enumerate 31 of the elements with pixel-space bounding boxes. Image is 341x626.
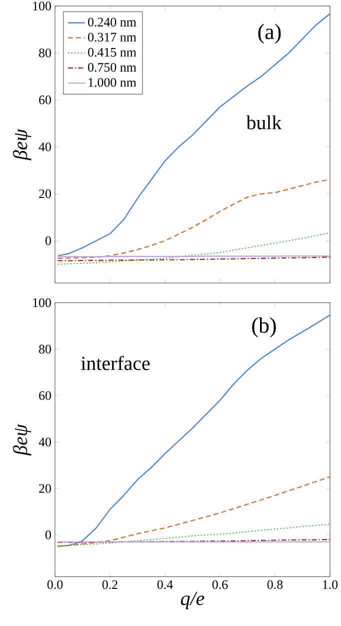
- x-tick-label: 0.2: [102, 580, 118, 590]
- y-axis-title: βeψ: [12, 424, 32, 456]
- y-tick-label: 20: [39, 189, 51, 198]
- annotation: (a): [258, 24, 281, 44]
- y-tick-label: 60: [39, 391, 51, 400]
- legend-label: 0.750 nm: [88, 62, 136, 72]
- x-tick-label: 0.0: [47, 580, 63, 590]
- annotation: bulk: [246, 115, 282, 130]
- y-tick-label: 40: [38, 142, 51, 152]
- y-tick-label: 80: [39, 48, 51, 58]
- y-tick-label: 80: [39, 344, 51, 354]
- y-tick-label: 20: [39, 484, 51, 493]
- y-tick-label: 100: [33, 298, 51, 308]
- y-tick-label: 60: [39, 96, 51, 104]
- annotation: (b): [252, 317, 276, 338]
- legend-label: 0.415 nm: [88, 48, 136, 57]
- y-tick-label: 0: [46, 236, 51, 246]
- x-axis-title: q/e: [180, 592, 204, 610]
- x-tick-label: 0.4: [157, 580, 173, 590]
- legend-label: 0.240 nm: [88, 18, 136, 27]
- x-tick-label: 0.6: [212, 580, 228, 590]
- legend-label: 0.317 nm: [88, 32, 136, 42]
- y-tick-label: 100: [33, 2, 51, 10]
- y-tick-label: 40: [38, 438, 51, 446]
- x-tick-label: 0.8: [267, 580, 283, 590]
- x-tick-label: 1.0: [323, 580, 338, 590]
- line-series: [57, 178, 330, 259]
- y-tick-label: 0: [46, 530, 51, 540]
- y-axis-title: βeψ: [12, 128, 32, 160]
- annotation: interface: [81, 356, 150, 370]
- legend-label: 1.000 nm: [88, 78, 136, 87]
